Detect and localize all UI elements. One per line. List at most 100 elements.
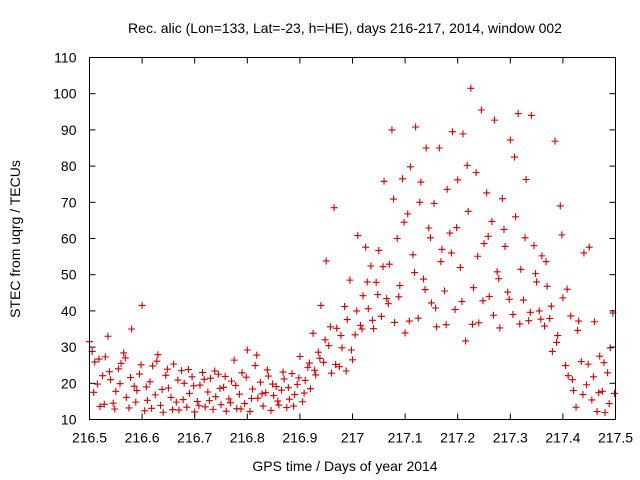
data-point (489, 311, 497, 319)
data-point (356, 321, 364, 329)
data-point (327, 369, 335, 377)
data-point (122, 393, 130, 401)
data-point (388, 126, 396, 134)
data-point (480, 240, 488, 248)
data-point (558, 231, 566, 239)
data-point (485, 292, 493, 300)
data-point (212, 393, 220, 401)
data-point (585, 243, 593, 251)
data-point (468, 320, 476, 328)
data-point (479, 297, 487, 305)
data-point (100, 400, 108, 408)
data-point (435, 144, 443, 152)
data-point (363, 278, 371, 286)
data-point (199, 368, 207, 376)
data-point (284, 384, 292, 392)
data-point (390, 195, 398, 203)
data-point (275, 401, 283, 409)
data-point (184, 366, 192, 374)
data-point (164, 384, 172, 392)
data-point (162, 371, 170, 379)
data-point (104, 332, 112, 340)
x-tick-label: 217.5 (598, 430, 633, 446)
data-point (375, 246, 383, 254)
data-point (377, 312, 385, 320)
data-point (543, 282, 551, 290)
data-point (146, 378, 154, 386)
data-point (305, 359, 313, 367)
data-point (306, 385, 314, 393)
data-point (588, 396, 596, 404)
data-point (358, 325, 366, 333)
data-point (153, 357, 161, 365)
data-point (500, 225, 508, 233)
data-point (368, 316, 376, 324)
data-point (484, 232, 492, 240)
data-point (474, 252, 482, 260)
data-point (554, 332, 562, 340)
data-point (483, 189, 491, 197)
data-point (406, 163, 414, 171)
data-point (379, 263, 387, 271)
y-tick-label: 100 (53, 86, 77, 102)
data-point (228, 377, 236, 385)
data-point (312, 371, 320, 379)
data-point (157, 401, 165, 409)
data-point (463, 161, 471, 169)
data-point (330, 204, 338, 212)
data-point (383, 295, 391, 303)
data-point (222, 407, 230, 415)
data-point (493, 268, 501, 276)
x-tick-label: 217.4 (545, 430, 580, 446)
data-point (367, 262, 375, 270)
data-point (385, 260, 393, 268)
data-point (583, 381, 591, 389)
data-point (427, 299, 435, 307)
data-point (148, 404, 156, 412)
data-point (601, 409, 609, 417)
data-point (338, 344, 346, 352)
data-point (211, 367, 219, 375)
y-tick-label: 50 (61, 267, 77, 283)
y-tick-label: 110 (54, 50, 77, 66)
data-point (472, 169, 480, 177)
data-point (341, 303, 349, 311)
data-point (511, 153, 519, 161)
data-point (167, 393, 175, 401)
data-point (456, 263, 464, 271)
data-point (596, 352, 604, 360)
data-point (374, 291, 382, 299)
data-point (491, 116, 499, 124)
data-point (398, 175, 406, 183)
y-tick-label: 90 (61, 122, 77, 138)
y-tick-label: 40 (61, 303, 77, 319)
data-point (283, 404, 291, 412)
y-tick-label: 30 (61, 339, 77, 355)
data-point (135, 370, 143, 378)
data-point (448, 128, 456, 136)
data-point (243, 346, 251, 354)
data-point (127, 374, 135, 382)
data-point (214, 370, 222, 378)
data-point (225, 395, 233, 403)
data-point (442, 321, 450, 329)
data-point (347, 346, 355, 354)
data-point (325, 342, 333, 350)
data-point (405, 317, 413, 325)
data-point (314, 348, 322, 356)
data-point (417, 178, 425, 186)
data-point (411, 269, 419, 277)
data-point (132, 398, 140, 406)
data-point (600, 359, 608, 367)
data-point (458, 297, 466, 305)
data-point (593, 408, 601, 416)
data-point (220, 383, 228, 391)
data-point (309, 329, 317, 337)
data-point (99, 372, 107, 380)
data-point (437, 258, 445, 266)
data-point (279, 368, 287, 376)
data-point (195, 402, 203, 410)
data-point (185, 389, 193, 397)
x-tick-label: 216.9 (282, 430, 317, 446)
data-point (577, 358, 585, 366)
